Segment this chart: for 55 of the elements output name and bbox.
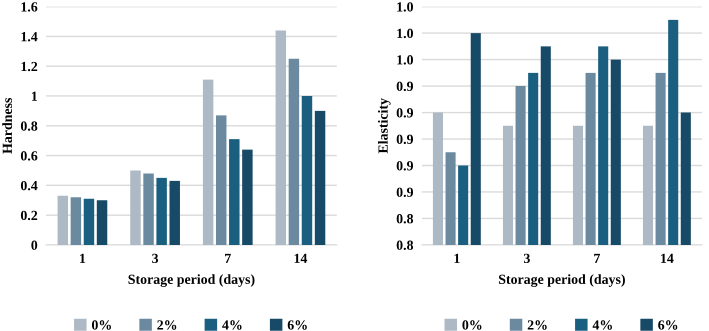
bar <box>130 170 141 245</box>
y-tick-label: 1.0 <box>397 2 413 12</box>
y-tick-label: 1.6 <box>22 2 38 12</box>
bar <box>58 196 68 245</box>
bar <box>202 80 214 245</box>
bar <box>143 173 154 245</box>
y-tick-label: 0.8 <box>396 240 414 250</box>
legend-label: 2% <box>528 320 547 330</box>
bar <box>169 180 180 245</box>
legend-label: 6% <box>658 320 678 330</box>
y-tick-label: 0.6 <box>20 151 38 161</box>
bar <box>216 115 226 245</box>
legend-label: 2% <box>157 320 176 330</box>
y-tick-label: 0.9 <box>396 82 414 92</box>
y-tick-label: 1 <box>32 92 38 101</box>
y-axis-title: Elasticity <box>378 98 391 154</box>
x-tick-label: 7 <box>225 254 231 263</box>
bar <box>288 58 300 245</box>
y-tick-label: 1.0 <box>397 55 413 65</box>
legend-label: 4% <box>222 320 242 330</box>
x-tick-label: 14 <box>294 254 308 263</box>
bar <box>302 96 312 245</box>
y-tick-label: 1.2 <box>22 62 38 72</box>
y-tick-label: 0.9 <box>396 188 414 197</box>
legend-label: 6% <box>288 320 307 330</box>
bar <box>96 200 108 245</box>
x-axis-title: Storage period (days) <box>128 274 254 287</box>
bar <box>156 178 167 245</box>
x-tick-label: 1 <box>80 254 86 263</box>
bar <box>242 150 253 245</box>
x-tick-label: 14 <box>661 254 674 263</box>
y-tick-label: 0.9 <box>396 134 414 144</box>
y-tick-label: 0.8 <box>396 214 414 224</box>
y-tick-label: 1.0 <box>397 28 413 38</box>
bar <box>70 197 82 245</box>
y-tick-label: 1.4 <box>22 32 38 42</box>
x-axis-title: Storage period (days) <box>498 274 625 287</box>
bar <box>84 198 94 245</box>
y-axis-title: Hardness <box>2 98 12 154</box>
y-tick-label: 0 <box>31 240 38 250</box>
y-tick-label: 0.9 <box>396 161 414 171</box>
y-tick-label: 0.9 <box>396 108 414 118</box>
x-tick-label: 3 <box>152 254 158 264</box>
y-tick-label: 0.8 <box>20 121 38 131</box>
legend-label: 4% <box>592 320 612 330</box>
bar <box>314 110 326 245</box>
y-tick-label: 0.4 <box>20 180 38 190</box>
bar <box>229 139 240 245</box>
x-tick-label: 3 <box>524 254 530 264</box>
x-tick-label: 7 <box>594 254 600 263</box>
legend-label: 0% <box>92 320 111 330</box>
x-tick-label: 1 <box>454 254 460 263</box>
y-tick-label: 0.2 <box>20 210 38 220</box>
legend-label: 0% <box>462 320 482 330</box>
bar <box>276 30 286 245</box>
